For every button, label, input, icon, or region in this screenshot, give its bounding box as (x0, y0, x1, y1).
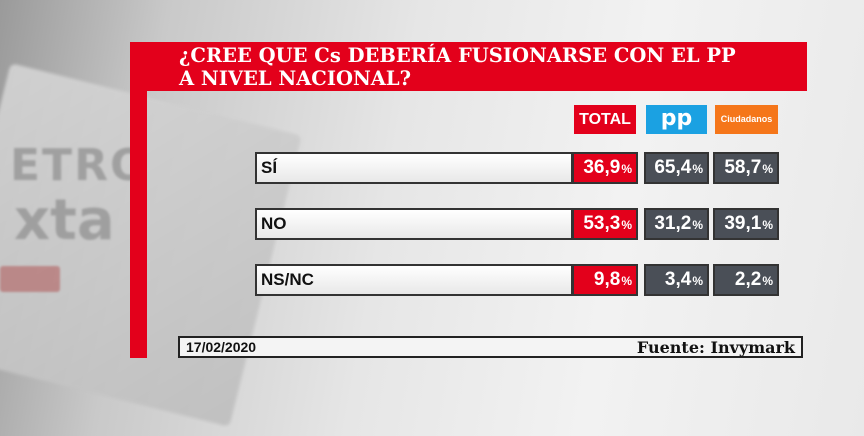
percent-sign: % (762, 274, 773, 288)
percent-sign: % (621, 274, 632, 288)
value-number: 39,1 (724, 213, 762, 234)
value-cell-total: 53,3% (572, 208, 638, 240)
value-cell-cs: 39,1% (713, 208, 779, 240)
cs-logo-icon: Ciudadanos (720, 114, 773, 124)
background-logo-line2: xta (14, 188, 115, 253)
value-number: 31,2 (654, 213, 692, 234)
chart-title-line1: ¿CREE QUE Cs DEBERÍA FUSIONARSE CON EL P… (179, 44, 736, 67)
percent-sign: % (762, 162, 773, 176)
value-number: 58,7 (724, 157, 762, 178)
value-number: 3,4 (664, 269, 692, 290)
value-number: 2,2 (734, 269, 762, 290)
background-logo-badge (0, 266, 60, 292)
background-logo: ETRO xta (0, 130, 147, 310)
column-header-cs: Ciudadanos (715, 105, 778, 134)
footer-bar: 17/02/2020 Fuente: Invymark (178, 336, 803, 358)
column-header-pp: pp (646, 105, 707, 134)
column-header-total: TOTAL (574, 105, 636, 134)
percent-sign: % (621, 218, 632, 232)
value-number: 65,4 (654, 157, 692, 178)
percent-sign: % (692, 162, 703, 176)
row-label: NS/NC (255, 264, 573, 296)
title-bar (130, 42, 807, 91)
footer-date: 17/02/2020 (186, 339, 257, 355)
value-cell-total: 36,9% (572, 152, 638, 184)
value-cell-total: 9,8% (572, 264, 638, 296)
value-cell-cs: 58,7% (713, 152, 779, 184)
value-number: 53,3 (583, 213, 621, 234)
value-cell-pp: 3,4% (644, 264, 709, 296)
row-label: NO (255, 208, 573, 240)
footer-source: Fuente: Invymark (636, 338, 795, 357)
value-cell-cs: 2,2% (713, 264, 779, 296)
chart-title: ¿CREE QUE Cs DEBERÍA FUSIONARSE CON EL P… (179, 44, 799, 90)
percent-sign: % (692, 218, 703, 232)
frame-left-bar (130, 42, 147, 358)
row-label: SÍ (255, 152, 573, 184)
percent-sign: % (762, 218, 773, 232)
chart-title-line2: A NIVEL NACIONAL? (179, 67, 412, 90)
value-number: 9,8 (593, 269, 621, 290)
percent-sign: % (692, 274, 703, 288)
background-logo-line1: ETRO (10, 140, 150, 191)
value-number: 36,9 (583, 157, 621, 178)
value-cell-pp: 31,2% (644, 208, 709, 240)
value-cell-pp: 65,4% (644, 152, 709, 184)
percent-sign: % (621, 162, 632, 176)
pp-logo-icon: pp (660, 106, 693, 131)
